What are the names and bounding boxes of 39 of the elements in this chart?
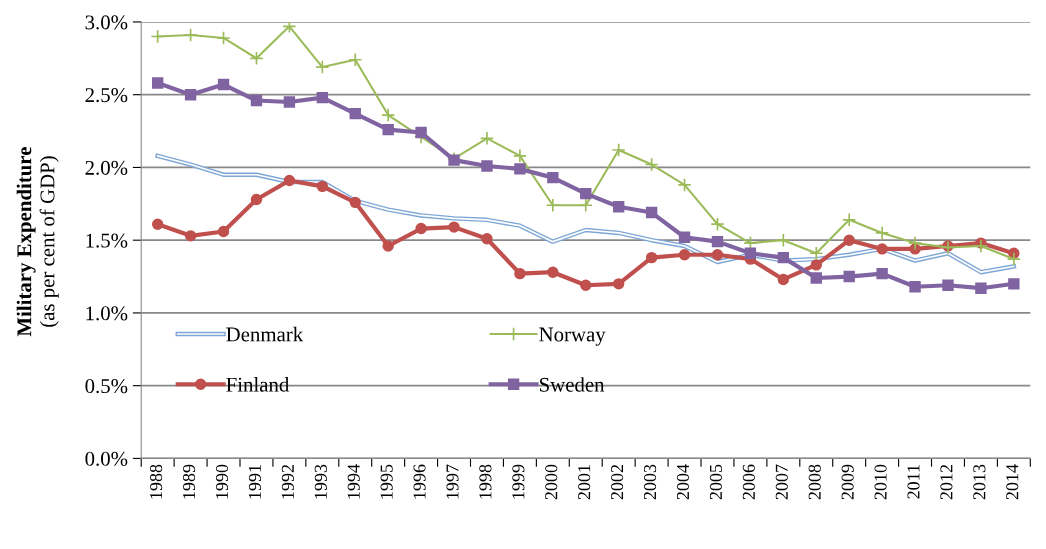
x-tick-label: 2013 [973,464,986,500]
x-tick-label: 1998 [479,464,492,499]
y-tick-label: 0.0% [85,451,128,466]
y-tick-label: 2.0% [85,160,128,175]
x-tick-label: 2000 [545,464,558,500]
x-tick-label: 2012 [940,464,953,500]
x-tick-label: 1990 [215,464,229,499]
legend-label: Norway [539,327,606,346]
x-tick-label: 1996 [413,464,426,499]
y-tick-label: 3.0% [85,15,128,30]
x-tick-label: 2009 [841,464,854,500]
x-tick-label: 2003 [643,464,657,500]
x-tick-label: 1988 [150,464,163,499]
y-tick-label: 1.0% [86,306,128,321]
x-tick-label: 1999 [512,464,525,499]
x-tick-label: 1994 [347,464,360,499]
x-tick-label: 2014 [1006,464,1019,500]
x-tick-label: 2005 [709,464,722,500]
x-tick-label: 1989 [182,464,196,499]
x-tick-label: 1997 [446,464,459,499]
x-tick-label: 2001 [578,465,591,500]
x-tick-label: 2006 [742,464,755,500]
x-tick-label: 2008 [808,464,821,500]
y-tick-label: 1.5% [86,233,128,248]
x-tick-label: 2007 [775,464,788,500]
x-tick-label: 1995 [380,464,393,499]
y-tick-label: 0.5% [85,379,128,394]
x-tick-label: 2002 [611,464,624,500]
legend-label: Finland [226,377,290,392]
y-tick-label: 2.5% [85,88,128,103]
legend-label: Denmark [226,326,304,342]
x-tick-label: 2004 [676,464,690,500]
x-tick-label: 1993 [314,464,327,499]
legend-label: Sweden [539,377,605,392]
x-tick-label: 2011 [907,465,920,499]
y-axis-title: Military Expenditure (as per cent of GDP) [16,147,59,337]
x-tick-label: 1991 [248,465,261,499]
x-tick-label: 2010 [874,464,887,500]
x-tick-label: 1992 [281,464,294,499]
